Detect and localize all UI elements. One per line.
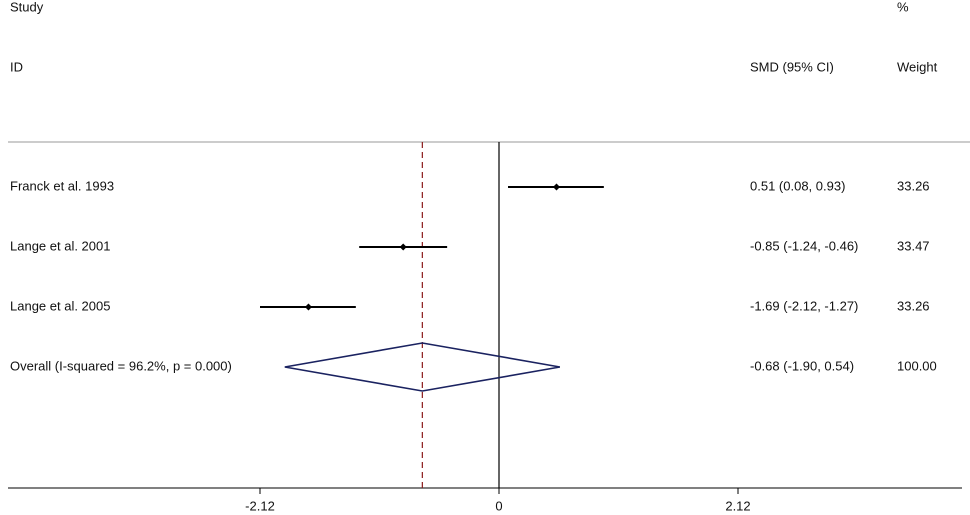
- point-estimate: [399, 243, 407, 251]
- overall-diamond: [284, 342, 561, 392]
- weight-label: 33.26: [897, 178, 930, 193]
- header-weight: Weight: [897, 59, 938, 74]
- ci-label: 0.51 (0.08, 0.93): [750, 178, 845, 193]
- x-tick-label: 2.12: [725, 498, 750, 513]
- overall-label: Overall (I-squared = 96.2%, p = 0.000): [10, 358, 232, 373]
- study-label: Lange et al. 2001: [10, 238, 110, 253]
- x-tick-label: -2.12: [245, 498, 275, 513]
- weight-label: 33.26: [897, 298, 930, 313]
- overall-weight-label: 100.00: [897, 358, 937, 373]
- header-study: Study: [10, 0, 44, 14]
- study-label: Franck et al. 1993: [10, 178, 114, 193]
- point-estimate: [304, 303, 312, 311]
- header-id: ID: [10, 59, 23, 74]
- overall-ci-label: -0.68 (-1.90, 0.54): [750, 358, 854, 373]
- header-percent: %: [897, 0, 909, 14]
- point-estimate: [552, 183, 560, 191]
- ci-label: -1.69 (-2.12, -1.27): [750, 298, 858, 313]
- study-label: Lange et al. 2005: [10, 298, 110, 313]
- header-effect: SMD (95% CI): [750, 59, 834, 74]
- x-tick-label: 0: [495, 498, 502, 513]
- ci-label: -0.85 (-1.24, -0.46): [750, 238, 858, 253]
- weight-label: 33.47: [897, 238, 930, 253]
